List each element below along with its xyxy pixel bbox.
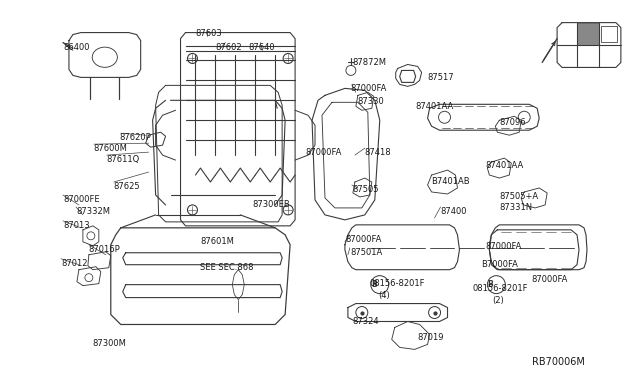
Text: 87000FA: 87000FA [531,275,568,284]
Text: 87611Q: 87611Q [107,155,140,164]
Text: 87600M: 87600M [94,144,128,153]
Text: 87324: 87324 [352,317,378,326]
Text: 87300EB: 87300EB [252,200,290,209]
Text: 87505+A: 87505+A [499,192,538,201]
Text: 87096: 87096 [499,118,526,127]
Text: SEE SEC.868: SEE SEC.868 [200,263,254,272]
Text: 87012: 87012 [61,259,88,268]
Text: 86400: 86400 [63,42,90,52]
Text: 87000FA: 87000FA [305,148,341,157]
Text: 87400: 87400 [440,207,467,216]
Text: 87331N: 87331N [499,203,532,212]
Text: 08156-8201F: 08156-8201F [370,279,426,288]
Text: 87000FE: 87000FE [63,195,100,204]
Text: 08156-8201F: 08156-8201F [472,283,528,293]
Text: 87000FA: 87000FA [350,84,387,93]
Text: 87872M: 87872M [352,58,386,67]
Text: 87601M: 87601M [200,237,234,246]
Text: 87640: 87640 [248,42,275,52]
Text: (4): (4) [378,291,390,299]
Text: RB70006M: RB70006M [532,357,585,368]
Text: 87620P: 87620P [120,133,152,142]
Text: 87505: 87505 [352,185,378,194]
Text: (2): (2) [492,296,504,305]
Bar [601,26,617,42]
Text: 87603: 87603 [195,29,222,38]
Text: 87625: 87625 [114,182,140,191]
Text: 87016P: 87016P [89,245,120,254]
Text: 87013: 87013 [63,221,90,230]
Text: B: B [371,280,377,289]
Text: 87300M: 87300M [93,339,127,349]
Text: 87501A: 87501A [350,248,382,257]
Text: 87401AA: 87401AA [485,161,524,170]
Text: 87019: 87019 [418,333,444,343]
Text: 87517: 87517 [428,73,454,83]
Text: 87000FA: 87000FA [345,235,381,244]
Text: 87330: 87330 [358,97,385,106]
Text: B: B [488,280,493,289]
Bar [577,23,599,45]
Text: 87332M: 87332M [76,207,110,216]
Text: 87000FA: 87000FA [485,242,522,251]
Text: 87602: 87602 [216,42,242,52]
Text: 87401AA: 87401AA [415,102,454,111]
Text: B7401AB: B7401AB [431,177,470,186]
Text: B7000FA: B7000FA [481,260,518,269]
Text: 87418: 87418 [365,148,392,157]
